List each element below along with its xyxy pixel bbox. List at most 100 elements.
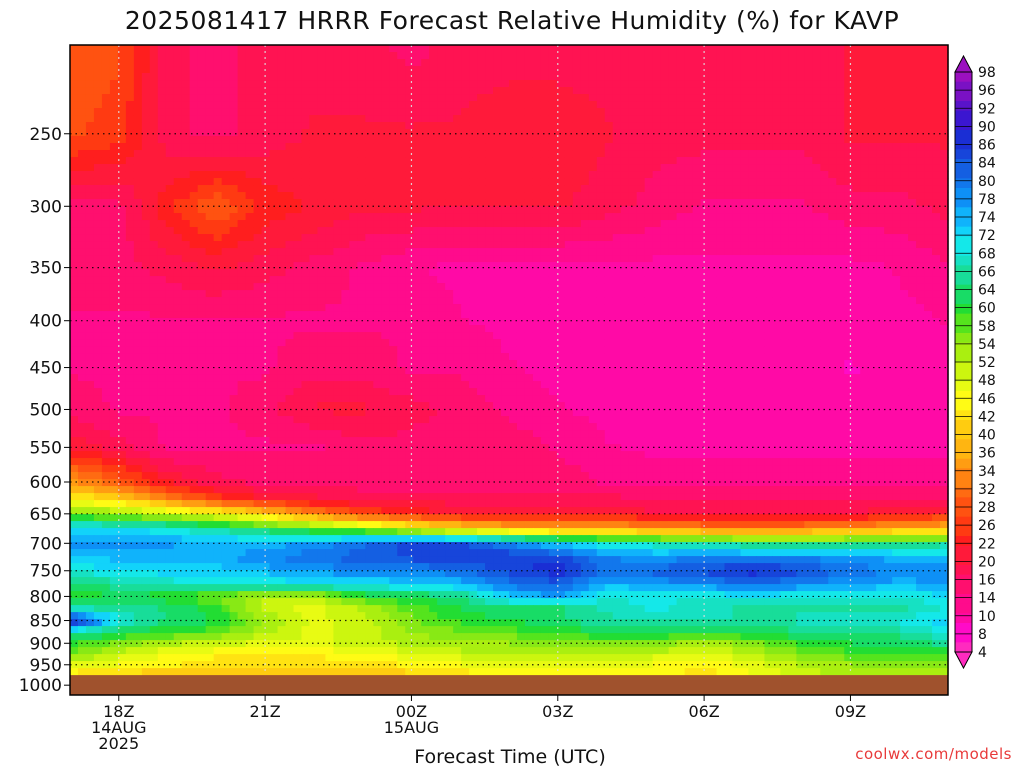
rh-cell xyxy=(628,220,638,228)
rh-cell xyxy=(213,171,223,179)
rh-cell xyxy=(197,108,207,116)
rh-cell xyxy=(860,143,869,151)
rh-cell xyxy=(325,66,334,74)
rh-cell xyxy=(700,108,710,116)
rh-cell xyxy=(772,304,781,312)
rh-cell xyxy=(772,269,781,277)
rh-cell xyxy=(556,220,566,228)
rh-cell xyxy=(868,262,877,270)
rh-cell xyxy=(604,276,614,284)
rh-cell xyxy=(501,297,510,305)
rh-cell xyxy=(165,283,175,291)
rh-cell xyxy=(892,108,901,116)
rh-cell xyxy=(85,101,95,109)
rh-cell xyxy=(349,192,358,200)
rh-cell xyxy=(109,80,119,88)
rh-cell xyxy=(421,52,430,60)
rh-cell xyxy=(101,304,111,312)
rh-cell xyxy=(836,59,845,67)
rh-cell xyxy=(141,52,151,60)
rh-cell xyxy=(70,122,79,130)
rh-cell xyxy=(644,339,654,347)
rh-cell xyxy=(540,94,550,102)
rh-cell xyxy=(884,101,893,109)
rh-cell xyxy=(820,269,829,277)
rh-cell xyxy=(509,255,518,263)
rh-cell xyxy=(900,206,909,214)
rh-cell xyxy=(141,339,151,347)
rh-cell xyxy=(237,199,247,207)
rh-cell xyxy=(149,262,159,270)
rh-cell xyxy=(469,192,478,200)
rh-cell xyxy=(652,234,662,242)
rh-cell xyxy=(205,297,215,305)
rh-cell xyxy=(405,360,414,368)
rh-cell xyxy=(461,164,470,172)
rh-cell xyxy=(341,178,350,186)
rh-cell xyxy=(149,150,159,158)
rh-cell xyxy=(860,262,869,270)
rh-cell xyxy=(341,304,350,312)
rh-cell xyxy=(732,136,742,144)
rh-cell xyxy=(437,199,446,207)
rh-cell xyxy=(285,192,295,200)
rh-cell xyxy=(884,122,893,130)
rh-cell xyxy=(804,227,813,235)
rh-cell xyxy=(333,59,342,67)
rh-cell xyxy=(221,213,231,221)
rh-cell xyxy=(261,276,271,284)
rh-cell xyxy=(253,297,263,305)
rh-cell xyxy=(453,332,462,340)
rh-cell xyxy=(293,283,303,291)
rh-cell xyxy=(804,87,813,95)
rh-cell xyxy=(413,255,422,263)
rh-cell xyxy=(117,73,127,81)
rh-cell xyxy=(636,318,646,326)
rh-cell xyxy=(708,325,718,333)
rh-cell xyxy=(149,80,159,88)
rh-cell xyxy=(804,318,813,326)
rh-cell xyxy=(580,255,590,263)
rh-cell xyxy=(301,297,311,305)
rh-cell xyxy=(325,115,334,123)
rh-cell xyxy=(844,297,853,305)
rh-cell xyxy=(764,297,773,305)
rh-cell xyxy=(101,283,111,291)
rh-cell xyxy=(165,213,175,221)
rh-cell xyxy=(868,332,877,340)
rh-cell xyxy=(285,220,295,228)
rh-cell xyxy=(660,143,670,151)
rh-cell xyxy=(900,220,909,228)
rh-cell xyxy=(700,101,710,109)
rh-cell xyxy=(285,199,295,207)
rh-cell xyxy=(421,150,430,158)
rh-cell xyxy=(70,332,79,340)
rh-cell xyxy=(317,171,327,179)
rh-cell xyxy=(564,136,574,144)
rh-cell xyxy=(349,94,358,102)
rh-cell xyxy=(628,290,638,298)
rh-cell xyxy=(429,164,438,172)
rh-cell xyxy=(884,276,893,284)
rh-cell xyxy=(157,213,167,221)
rh-cell xyxy=(405,255,414,263)
rh-cell xyxy=(309,73,319,81)
rh-cell xyxy=(461,353,470,361)
rh-cell xyxy=(620,248,630,256)
rh-cell xyxy=(325,332,334,340)
rh-cell xyxy=(333,318,342,326)
rh-cell xyxy=(732,325,742,333)
rh-cell xyxy=(269,66,279,74)
rh-cell xyxy=(509,157,518,165)
rh-cell xyxy=(141,325,151,333)
rh-cell xyxy=(732,115,742,123)
rh-cell xyxy=(836,164,845,172)
rh-cell xyxy=(325,234,334,242)
rh-cell xyxy=(125,325,135,333)
rh-cell xyxy=(892,332,901,340)
rh-cell xyxy=(620,192,630,200)
rh-cell xyxy=(852,129,861,137)
rh-cell xyxy=(660,297,670,305)
rh-cell xyxy=(844,248,853,256)
rh-cell xyxy=(437,52,446,60)
